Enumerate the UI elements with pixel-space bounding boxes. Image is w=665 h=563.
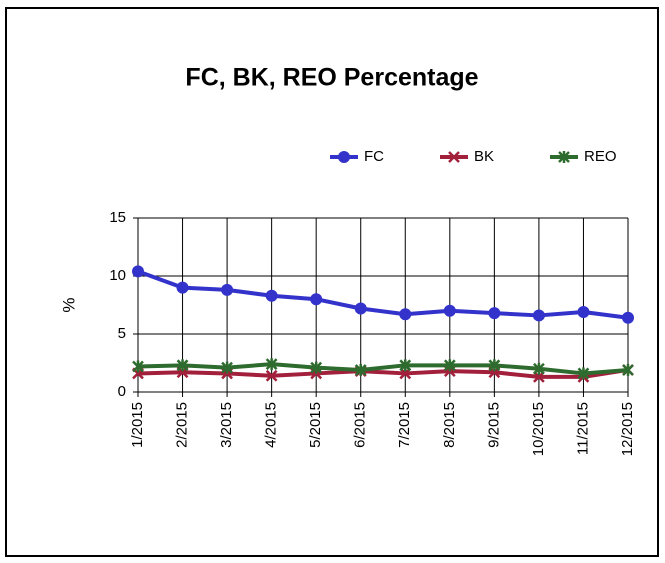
data-point [532, 309, 545, 322]
x-tick-label: 4/2015 [263, 402, 280, 448]
y-tick-label: 5 [118, 325, 126, 342]
data-point [265, 369, 278, 382]
x-tick-label: 8/2015 [441, 402, 458, 448]
data-point [443, 359, 456, 372]
data-point [577, 305, 590, 318]
data-point [265, 289, 278, 302]
x-tick-label: 2/2015 [174, 402, 191, 448]
data-point [221, 283, 234, 296]
x-tick-label: 12/2015 [619, 402, 636, 456]
data-point [132, 360, 144, 373]
data-point [354, 363, 367, 376]
legend-marker [558, 151, 570, 163]
x-tick-label: 11/2015 [574, 402, 591, 455]
data-point [265, 358, 278, 371]
data-point [577, 367, 590, 380]
data-point [132, 265, 144, 278]
x-tick-label: 9/2015 [485, 402, 502, 448]
x-tick-label: 7/2015 [396, 402, 413, 448]
legend-marker-stroke [448, 151, 460, 163]
data-point [622, 363, 634, 376]
data-point [399, 359, 412, 372]
data-point [354, 302, 367, 315]
data-point [176, 359, 189, 372]
chart-border [5, 7, 659, 557]
series-line [137, 367, 629, 379]
data-point [533, 362, 545, 375]
legend-label: FC [364, 148, 384, 165]
data-point [488, 307, 501, 320]
x-tick-label: 10/2015 [530, 402, 547, 456]
data-point [622, 311, 634, 324]
x-tick-label: 5/2015 [307, 402, 324, 448]
legend-label: REO [584, 148, 617, 165]
y-tick-label: 0 [118, 383, 126, 400]
series-line [137, 362, 629, 376]
legend-marker [448, 151, 460, 163]
x-tick-label: 3/2015 [218, 402, 235, 448]
data-point [399, 308, 412, 321]
y-axis-label: % [59, 297, 78, 312]
data-point [221, 361, 233, 374]
data-point-stroke [265, 369, 278, 382]
y-tick-label: 15 [109, 209, 126, 226]
data-point [310, 293, 323, 306]
series-line [137, 269, 629, 320]
x-tick-label: 1/2015 [129, 402, 146, 448]
y-tick-label: 10 [109, 267, 126, 284]
data-point [176, 281, 189, 294]
chart-title: FC, BK, REO Percentage [185, 64, 478, 92]
x-tick-label: 6/2015 [352, 402, 369, 448]
data-point [310, 361, 323, 374]
legend-marker [338, 151, 350, 163]
legend-label: BK [474, 148, 494, 165]
data-point [443, 304, 456, 317]
data-point [488, 359, 501, 372]
